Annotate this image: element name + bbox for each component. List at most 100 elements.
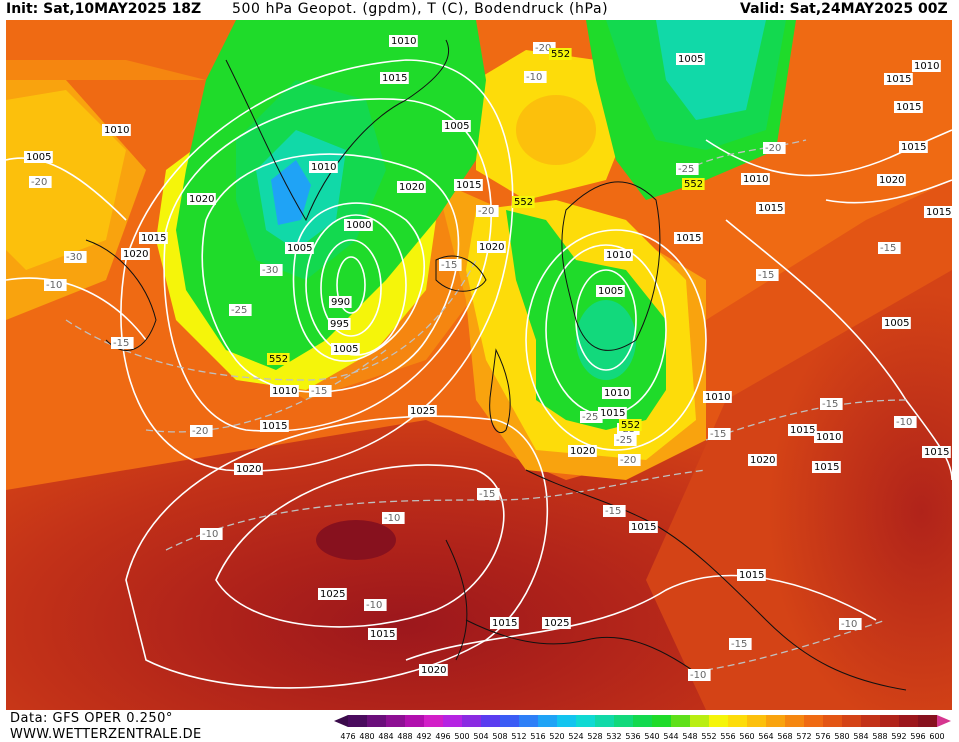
temperature-label: -15	[111, 337, 134, 349]
label-background	[419, 664, 448, 676]
label-background	[614, 434, 637, 446]
coast-iceland	[435, 255, 487, 292]
isobar-label: 1020	[187, 193, 216, 205]
isobar-label: 1015	[674, 232, 703, 244]
label-text: -25	[231, 305, 247, 316]
colorbar-tick-label: 556	[720, 732, 735, 741]
label-background	[894, 101, 923, 113]
label-background	[882, 317, 911, 329]
isobar-1020-ne	[825, 179, 952, 204]
isobar-label: 1015	[629, 521, 658, 533]
isobar-label: 1010	[102, 124, 131, 136]
label-background	[229, 304, 252, 316]
isobar-label: 1020	[748, 454, 777, 466]
label-text: 552	[621, 420, 640, 431]
label-text: 1020	[236, 464, 261, 475]
label-background	[729, 638, 752, 650]
colorbar-swatch	[728, 715, 747, 727]
label-text: -10	[46, 280, 62, 291]
temp-line-10-se	[705, 619, 887, 671]
label-background	[812, 461, 841, 473]
map-labels: 1010101510101005100510101005101010201010…	[24, 35, 952, 681]
label-text: 1015	[739, 570, 764, 581]
colorbar-tick-label: 564	[758, 732, 773, 741]
coast-scandinavia	[561, 181, 661, 351]
colorbar-tick-label: 488	[397, 732, 412, 741]
isobar-1025-high	[215, 464, 505, 628]
label-text: 1015	[492, 618, 517, 629]
isobar-label: 1015	[598, 407, 627, 419]
label-text: -30	[66, 252, 82, 263]
ridge-core-north	[516, 95, 596, 165]
isobar-1015-w	[6, 277, 147, 341]
isobar-label: 1015	[490, 617, 519, 629]
colorbar-swatch	[614, 715, 633, 727]
isobar-label: 1005	[882, 317, 911, 329]
temperature-label: -15	[729, 638, 752, 650]
temperature-label: -20	[763, 142, 786, 154]
label-text: 1010	[606, 250, 631, 261]
coast-britain	[489, 348, 511, 433]
label-text: 1000	[346, 220, 371, 231]
colorbar-swatch	[538, 715, 557, 727]
label-text: 1025	[544, 618, 569, 629]
label-background	[44, 279, 67, 291]
geopotential-label: 552	[619, 419, 642, 431]
temperature-label: -15	[309, 385, 332, 397]
label-background	[682, 178, 705, 190]
label-background	[234, 463, 263, 475]
label-background	[190, 425, 213, 437]
temperature-label: -30	[260, 264, 283, 276]
isobar-1005-nw	[6, 157, 127, 221]
temperature-label: -15	[820, 398, 843, 410]
colorbar-tick-label: 524	[568, 732, 583, 741]
isobar-label: 1015	[368, 628, 397, 640]
label-text: 1020	[570, 446, 595, 457]
label-background	[477, 488, 500, 500]
label-text: -25	[582, 412, 598, 423]
label-background	[309, 385, 332, 397]
temperature-label: -25	[229, 304, 252, 316]
label-background	[139, 232, 168, 244]
colorbar-swatch	[671, 715, 690, 727]
label-text: 1020	[421, 665, 446, 676]
label-background	[331, 343, 360, 355]
label-text: -25	[678, 164, 694, 175]
geopotential-label: 552	[512, 196, 535, 208]
label-text: -20	[31, 177, 47, 188]
high-core	[316, 520, 396, 560]
label-background	[64, 251, 87, 263]
label-text: 1015	[886, 74, 911, 85]
temperature-label: -15	[708, 428, 731, 440]
colorbar-tick-label: 592	[891, 732, 906, 741]
isobar-label: 1015	[380, 72, 409, 84]
colorbar-tick-label: 532	[606, 732, 621, 741]
label-text: 1020	[479, 242, 504, 253]
data-source: Data: GFS OPER 0.250°	[10, 711, 173, 726]
label-text: 1015	[676, 233, 701, 244]
temperature-label: -10	[364, 599, 387, 611]
colorbar-tick-label: 500	[454, 732, 469, 741]
label-background	[603, 505, 626, 517]
label-text: -15	[311, 386, 327, 397]
label-text: 1010	[743, 174, 768, 185]
temperature-label: -10	[200, 528, 223, 540]
isobar-label: 1020	[234, 463, 263, 475]
trough-ne-cyan	[656, 20, 766, 120]
colorbar-swatch	[443, 715, 462, 727]
label-background	[24, 151, 53, 163]
temperature-label: -10	[524, 71, 547, 83]
label-background	[924, 206, 952, 218]
label-background	[408, 405, 437, 417]
label-background	[737, 569, 766, 581]
label-background	[439, 259, 462, 271]
geopotential-label: 552	[549, 48, 572, 60]
colorbar-swatch	[709, 715, 728, 727]
label-text: 1015	[901, 142, 926, 153]
label-background	[382, 512, 405, 524]
colorbar-tick-label: 476	[340, 732, 355, 741]
label-background	[309, 161, 338, 173]
colorbar-swatch	[348, 715, 367, 727]
colorbar-swatch	[519, 715, 538, 727]
label-background	[260, 264, 283, 276]
